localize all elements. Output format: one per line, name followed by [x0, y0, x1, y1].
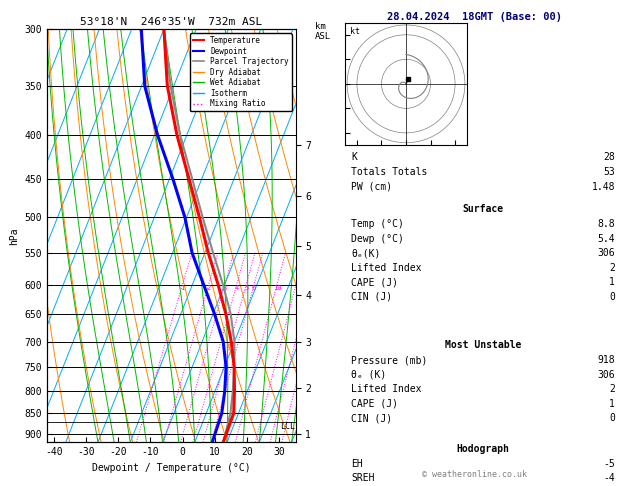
Text: 28: 28 — [603, 153, 615, 162]
Text: 28.04.2024  18GMT (Base: 00): 28.04.2024 18GMT (Base: 00) — [387, 12, 562, 22]
Text: 4: 4 — [235, 285, 239, 291]
Text: Hodograph: Hodograph — [457, 444, 509, 454]
Text: 1: 1 — [610, 399, 615, 409]
Y-axis label: hPa: hPa — [9, 227, 19, 244]
Text: θₑ (K): θₑ (K) — [351, 370, 386, 380]
X-axis label: Dewpoint / Temperature (°C): Dewpoint / Temperature (°C) — [92, 463, 251, 473]
Text: Lifted Index: Lifted Index — [351, 384, 421, 394]
Text: CIN (J): CIN (J) — [351, 292, 392, 302]
Text: 1: 1 — [610, 278, 615, 287]
Text: 0: 0 — [610, 414, 615, 423]
Text: Totals Totals: Totals Totals — [351, 167, 427, 177]
Text: CAPE (J): CAPE (J) — [351, 278, 398, 287]
Text: 1.48: 1.48 — [592, 182, 615, 191]
Text: CIN (J): CIN (J) — [351, 414, 392, 423]
Title: 53°18'N  246°35'W  732m ASL: 53°18'N 246°35'W 732m ASL — [81, 17, 262, 27]
Text: Dewp (°C): Dewp (°C) — [351, 234, 404, 243]
Text: PW (cm): PW (cm) — [351, 182, 392, 191]
Text: kt: kt — [350, 27, 360, 36]
Text: © weatheronline.co.uk: © weatheronline.co.uk — [423, 469, 527, 479]
Text: Surface: Surface — [462, 205, 504, 214]
Text: SREH: SREH — [351, 473, 374, 483]
Text: 3: 3 — [223, 285, 227, 291]
Text: EH: EH — [351, 459, 363, 469]
Text: CAPE (J): CAPE (J) — [351, 399, 398, 409]
Text: Temp (°C): Temp (°C) — [351, 219, 404, 229]
Text: Pressure (mb): Pressure (mb) — [351, 355, 427, 365]
Text: Lifted Index: Lifted Index — [351, 263, 421, 273]
Text: 2: 2 — [610, 384, 615, 394]
Text: 306: 306 — [598, 370, 615, 380]
Text: 53: 53 — [603, 167, 615, 177]
Text: 10: 10 — [273, 285, 281, 291]
Text: 8.8: 8.8 — [598, 219, 615, 229]
Text: 2: 2 — [206, 285, 211, 291]
Text: 5.4: 5.4 — [598, 234, 615, 243]
Text: 6: 6 — [252, 285, 256, 291]
Legend: Temperature, Dewpoint, Parcel Trajectory, Dry Adiabat, Wet Adiabat, Isotherm, Mi: Temperature, Dewpoint, Parcel Trajectory… — [189, 33, 292, 111]
Text: km
ASL: km ASL — [314, 22, 331, 41]
Text: 2: 2 — [610, 263, 615, 273]
Text: 918: 918 — [598, 355, 615, 365]
Text: 1: 1 — [181, 285, 184, 291]
Text: Most Unstable: Most Unstable — [445, 341, 521, 350]
Text: 306: 306 — [598, 248, 615, 258]
Text: θₑ(K): θₑ(K) — [351, 248, 381, 258]
Text: -4: -4 — [603, 473, 615, 483]
Text: LCL: LCL — [280, 422, 294, 431]
Text: 0: 0 — [610, 292, 615, 302]
Text: -5: -5 — [603, 459, 615, 469]
Text: K: K — [351, 153, 357, 162]
Text: 5: 5 — [244, 285, 248, 291]
